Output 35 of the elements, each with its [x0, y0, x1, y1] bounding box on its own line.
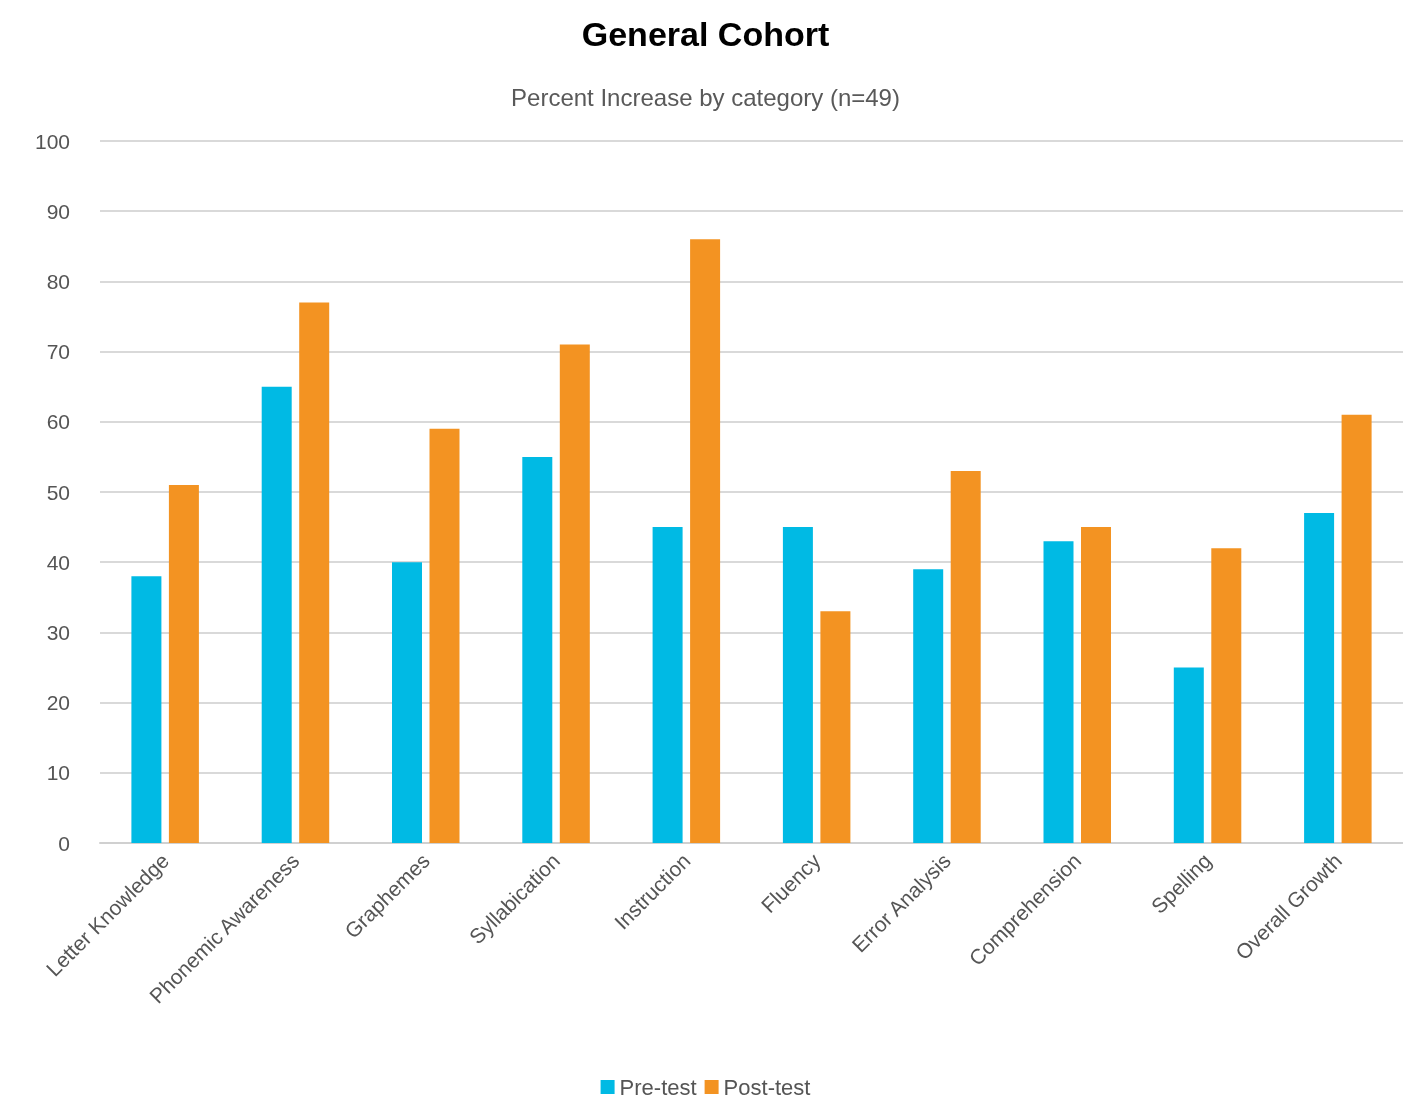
y-tick-label: 0 — [58, 831, 70, 855]
bar — [168, 484, 199, 843]
y-tick-label: 10 — [46, 761, 70, 785]
legend-label: Post-test — [723, 1074, 811, 1100]
bar — [1081, 527, 1111, 843]
y-tick-label: 90 — [46, 199, 70, 223]
bar — [131, 576, 162, 843]
y-tick-label: 100 — [34, 129, 70, 153]
bar — [1173, 667, 1204, 843]
bar — [1043, 541, 1074, 843]
y-tick-label: 50 — [46, 480, 70, 504]
bar — [1341, 414, 1372, 843]
bar — [782, 527, 813, 843]
chart-title: General Cohort — [581, 15, 830, 53]
y-tick-label: 60 — [46, 410, 70, 434]
legend-label: Pre-test — [619, 1074, 697, 1100]
y-tick-label: 20 — [46, 691, 70, 715]
bar — [820, 611, 851, 843]
bar — [559, 344, 590, 843]
bar — [299, 302, 330, 843]
bar — [1304, 513, 1335, 843]
chart-subtitle: Percent Increase by category (n=49) — [511, 83, 900, 111]
y-tick-label: 80 — [46, 269, 70, 293]
bar — [429, 428, 460, 843]
bar — [261, 386, 292, 843]
bar — [652, 527, 683, 843]
bar — [522, 456, 553, 843]
bar — [392, 562, 422, 843]
bar — [950, 470, 981, 843]
bar — [690, 239, 721, 843]
bar — [1211, 548, 1242, 843]
bar — [913, 569, 944, 843]
y-tick-label: 40 — [46, 550, 70, 574]
y-tick-label: 30 — [46, 620, 70, 644]
y-tick-label: 70 — [46, 340, 70, 364]
